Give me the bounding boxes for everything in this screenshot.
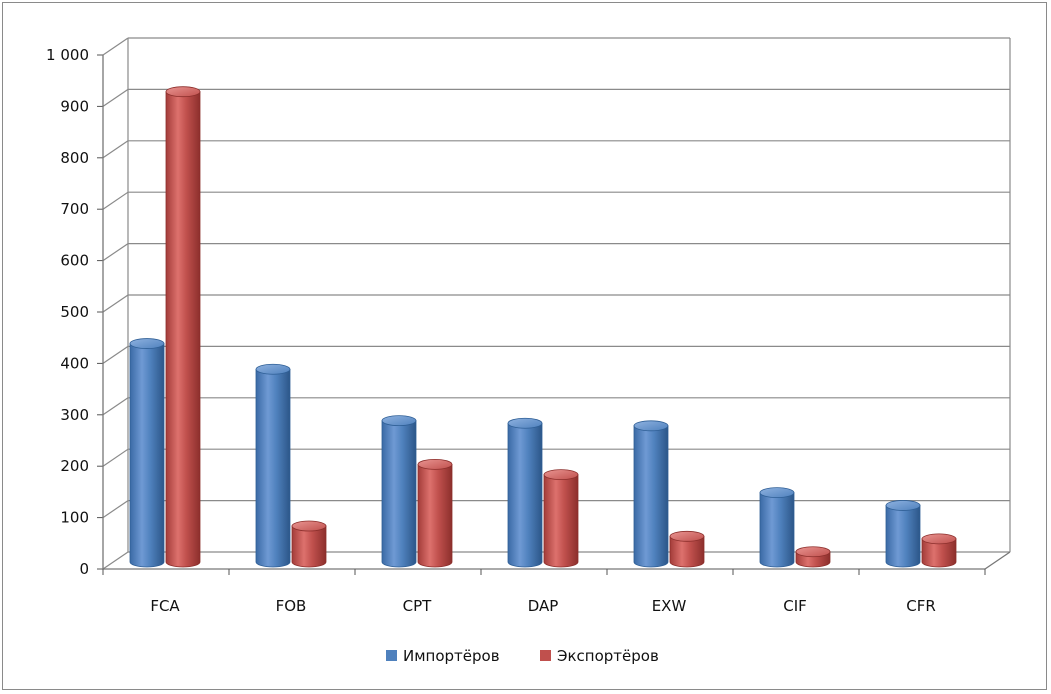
y-tick-label: 100 xyxy=(60,509,89,527)
bar-exporters-fca-body xyxy=(165,91,201,568)
gridline-side xyxy=(102,500,129,519)
x-tick-label: EXW xyxy=(652,597,687,615)
x-tick-labels: FCA FOB CPT DAP EXW CIF CFR xyxy=(150,597,935,615)
gridline-side xyxy=(102,294,129,313)
bar-exporters-dap-body xyxy=(543,474,579,568)
y-tick-label: 300 xyxy=(60,406,89,424)
bar-importers-cfr-top xyxy=(885,500,921,511)
y-tick-label: 800 xyxy=(60,149,89,167)
x-tick-label: DAP xyxy=(528,597,559,615)
bar-exporters-fca-top xyxy=(165,86,201,98)
floor-right-edge xyxy=(984,551,1011,570)
bar-importers-cpt-top xyxy=(381,415,417,427)
bar-exporters-exw-top xyxy=(669,530,705,542)
bar-exporters-cfr xyxy=(921,533,957,568)
bar-importers-exw-body xyxy=(633,425,669,568)
y-tick-label: 1 000 xyxy=(46,46,89,64)
gridline-side xyxy=(102,191,129,210)
gridline-side xyxy=(102,448,129,467)
bar-exporters-cif-top xyxy=(795,546,831,558)
bar-importers-cpt-body xyxy=(381,420,417,568)
bar-importers-fob-body xyxy=(255,368,291,568)
bar-exporters-fob-top xyxy=(291,520,327,532)
y-tick-label: 0 xyxy=(79,560,89,578)
gridline-side xyxy=(102,397,129,416)
bar-importers-fob-top xyxy=(255,363,291,375)
bar-importers-exw xyxy=(633,420,669,568)
bar-importers-exw-top xyxy=(633,420,669,432)
x-tick-label: CIF xyxy=(783,597,807,615)
bar-exporters-cif xyxy=(795,546,831,568)
bar-exporters-fca xyxy=(165,86,201,568)
bar-importers-fca-top xyxy=(129,338,165,349)
legend-swatch xyxy=(386,650,397,661)
bar-importers-cif-top xyxy=(759,487,795,499)
legend-swatch xyxy=(540,650,551,661)
bars xyxy=(129,86,957,568)
y-tick-label: 600 xyxy=(60,252,89,270)
bar-importers-fca-body xyxy=(129,343,165,568)
bar-exporters-cfr-top xyxy=(921,533,957,545)
bar-exporters-cpt-top xyxy=(417,458,453,470)
bar-importers-cfr-body xyxy=(885,505,921,568)
bar-exporters-dap-top xyxy=(543,469,579,481)
axes xyxy=(97,38,1011,575)
gridline-side xyxy=(102,88,129,107)
gridline-side xyxy=(102,243,129,262)
bar-exporters-dap xyxy=(543,469,579,568)
y-tick-label: 900 xyxy=(60,97,89,115)
bar-exporters-exw xyxy=(669,530,705,568)
bar-importers-cpt xyxy=(381,415,417,568)
bar-importers-fob xyxy=(255,363,291,568)
legend-label: Импортёров xyxy=(403,647,500,665)
y-tick-label: 500 xyxy=(60,303,89,321)
x-tick-label: CPT xyxy=(403,597,433,615)
legend-label: Экспортёров xyxy=(557,647,659,665)
bar-importers-cif-body xyxy=(759,492,795,568)
bar-exporters-fob-body xyxy=(291,525,327,568)
bar-exporters-cpt-body xyxy=(417,463,453,568)
x-tick-label: FCA xyxy=(150,597,180,615)
bar-exporters-cpt xyxy=(417,458,453,568)
y-tick-label: 400 xyxy=(60,354,89,372)
y-tick-label: 700 xyxy=(60,200,89,218)
x-tick-label: CFR xyxy=(906,597,936,615)
bar-importers-dap-top xyxy=(507,417,543,429)
x-tick-label: FOB xyxy=(276,597,307,615)
bar-exporters-cfr-body xyxy=(921,538,957,568)
bar-importers-dap xyxy=(507,417,543,568)
y-tick-labels: 0 100 200 300 400 500 600 700 800 900 1 000 xyxy=(46,46,89,578)
bar-exporters-exw-body xyxy=(669,535,705,568)
bar-exporters-fob xyxy=(291,520,327,568)
legend: Импортёров Экспортёров xyxy=(386,647,659,665)
bar-importers-cfr xyxy=(885,500,921,568)
bar-importers-dap-body xyxy=(507,422,543,568)
gridline-side xyxy=(102,551,129,570)
y-tick-label: 200 xyxy=(60,457,89,475)
gridline-side xyxy=(102,140,129,159)
gridline-side xyxy=(102,37,129,56)
gridline-side xyxy=(102,345,129,364)
bar-importers-fca xyxy=(129,338,165,568)
bar-importers-cif xyxy=(759,487,795,568)
